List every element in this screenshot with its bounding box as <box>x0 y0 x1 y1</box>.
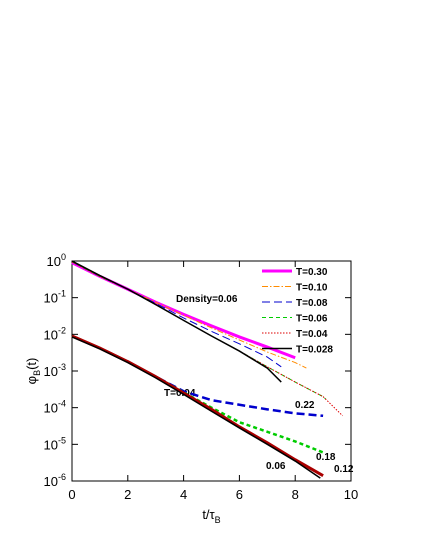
y-tick-label: 10-2 <box>44 325 66 342</box>
y-tick-label: 10-6 <box>44 472 66 489</box>
legend-label: T=0.30 <box>296 267 328 278</box>
series-label: 0.12 <box>334 464 354 475</box>
series-line <box>71 336 321 479</box>
axis-label-part: (t) <box>24 358 39 370</box>
legend-label: T=0.04 <box>296 329 328 340</box>
series-line <box>71 260 282 383</box>
axis-label-part: B <box>215 515 221 525</box>
x-tick-label: 4 <box>180 487 187 502</box>
annotation: T=0.04 <box>164 388 196 399</box>
axis-label-part: φ <box>24 376 39 384</box>
series-label: 0.18 <box>316 452 336 463</box>
y-tick-label: 10-4 <box>44 399 66 416</box>
legend-label: T=0.028 <box>296 345 333 356</box>
annotation: Density=0.06 <box>176 294 238 305</box>
axis-label: t/τB <box>202 507 220 525</box>
series-line <box>71 334 324 418</box>
legend-label: T=0.08 <box>296 298 328 309</box>
series-line <box>71 261 296 360</box>
y-tick-label: 10-1 <box>44 289 66 306</box>
y-tick-label: 10-5 <box>44 435 66 452</box>
series-label: 0.22 <box>295 400 315 411</box>
x-tick-label: 8 <box>292 487 299 502</box>
axis-label-part: B <box>32 370 42 376</box>
legend-label: T=0.10 <box>296 283 328 294</box>
y-tick-label: 10-3 <box>44 362 66 379</box>
series-label: 0.06 <box>266 461 286 472</box>
x-tick-label: 10 <box>344 487 358 502</box>
axis-label: φB(t) <box>24 358 42 385</box>
x-tick-label: 2 <box>124 487 131 502</box>
series-line <box>71 334 324 477</box>
x-tick-label: 0 <box>68 487 75 502</box>
x-tick-label: 6 <box>236 487 243 502</box>
axis-label-part: t/τ <box>202 507 215 522</box>
y-tick-label: 100 <box>47 252 66 269</box>
legend-label: T=0.06 <box>296 314 328 325</box>
